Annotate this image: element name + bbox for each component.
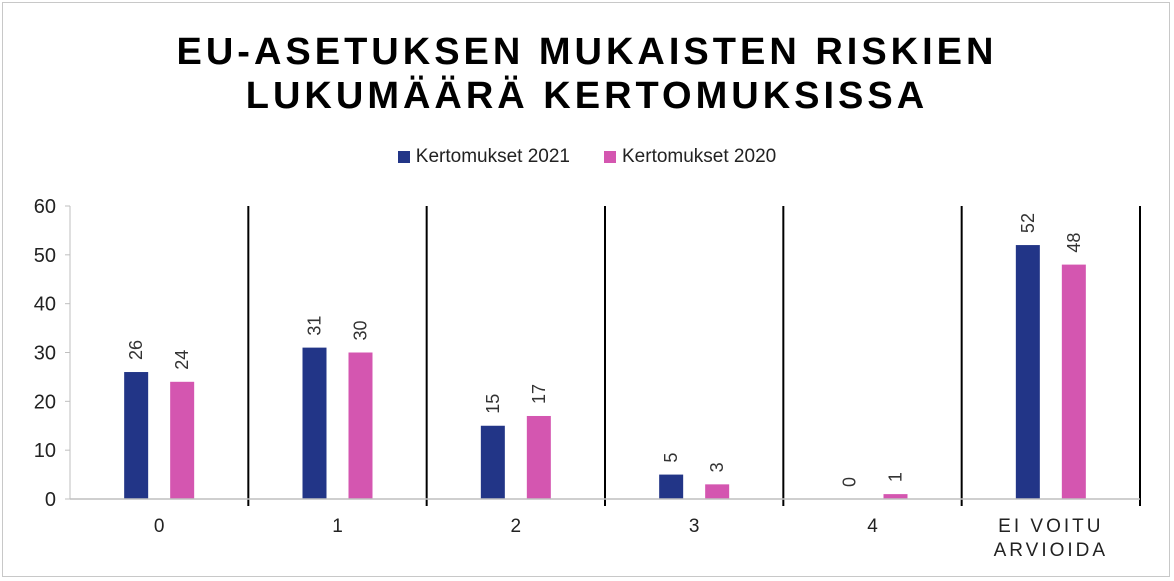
data-label: 48 <box>1064 233 1084 253</box>
bar-2021 <box>659 475 683 499</box>
y-tick-label: 30 <box>34 343 56 365</box>
data-label: 3 <box>707 462 727 472</box>
x-tick-label: 4 <box>867 516 878 537</box>
bar-2020 <box>349 353 373 500</box>
data-label: 31 <box>305 316 325 336</box>
x-tick-label: 2 <box>511 516 522 537</box>
y-tick-label: 50 <box>34 245 56 267</box>
bar-2020 <box>170 382 194 499</box>
data-label: 30 <box>351 320 371 340</box>
data-label: 52 <box>1018 213 1038 233</box>
data-label: 24 <box>172 350 192 370</box>
x-tick-label: ARVIOIDA <box>994 540 1108 561</box>
y-tick-label: 60 <box>34 196 56 218</box>
y-tick-label: 10 <box>34 440 56 462</box>
x-tick-label: 3 <box>689 516 700 537</box>
y-tick-label: 0 <box>45 489 56 511</box>
bar-2021 <box>124 372 148 499</box>
y-tick-label: 40 <box>34 294 56 316</box>
x-tick-label: EI VOITU <box>998 516 1103 537</box>
data-label: 26 <box>126 340 146 360</box>
bar-2020 <box>527 416 551 499</box>
x-tick-label: 1 <box>332 516 343 537</box>
x-tick-label: 0 <box>154 516 165 537</box>
bar-2021 <box>481 426 505 499</box>
data-label: 0 <box>840 477 860 487</box>
data-label: 5 <box>661 453 681 463</box>
bar-2021 <box>303 348 327 499</box>
y-tick-label: 20 <box>34 391 56 413</box>
bar-2020 <box>705 484 729 499</box>
data-label: 15 <box>483 394 503 414</box>
data-label: 17 <box>529 384 549 404</box>
data-label: 1 <box>886 472 906 482</box>
bar-2020 <box>1062 265 1086 499</box>
bar-2021 <box>1016 245 1040 499</box>
